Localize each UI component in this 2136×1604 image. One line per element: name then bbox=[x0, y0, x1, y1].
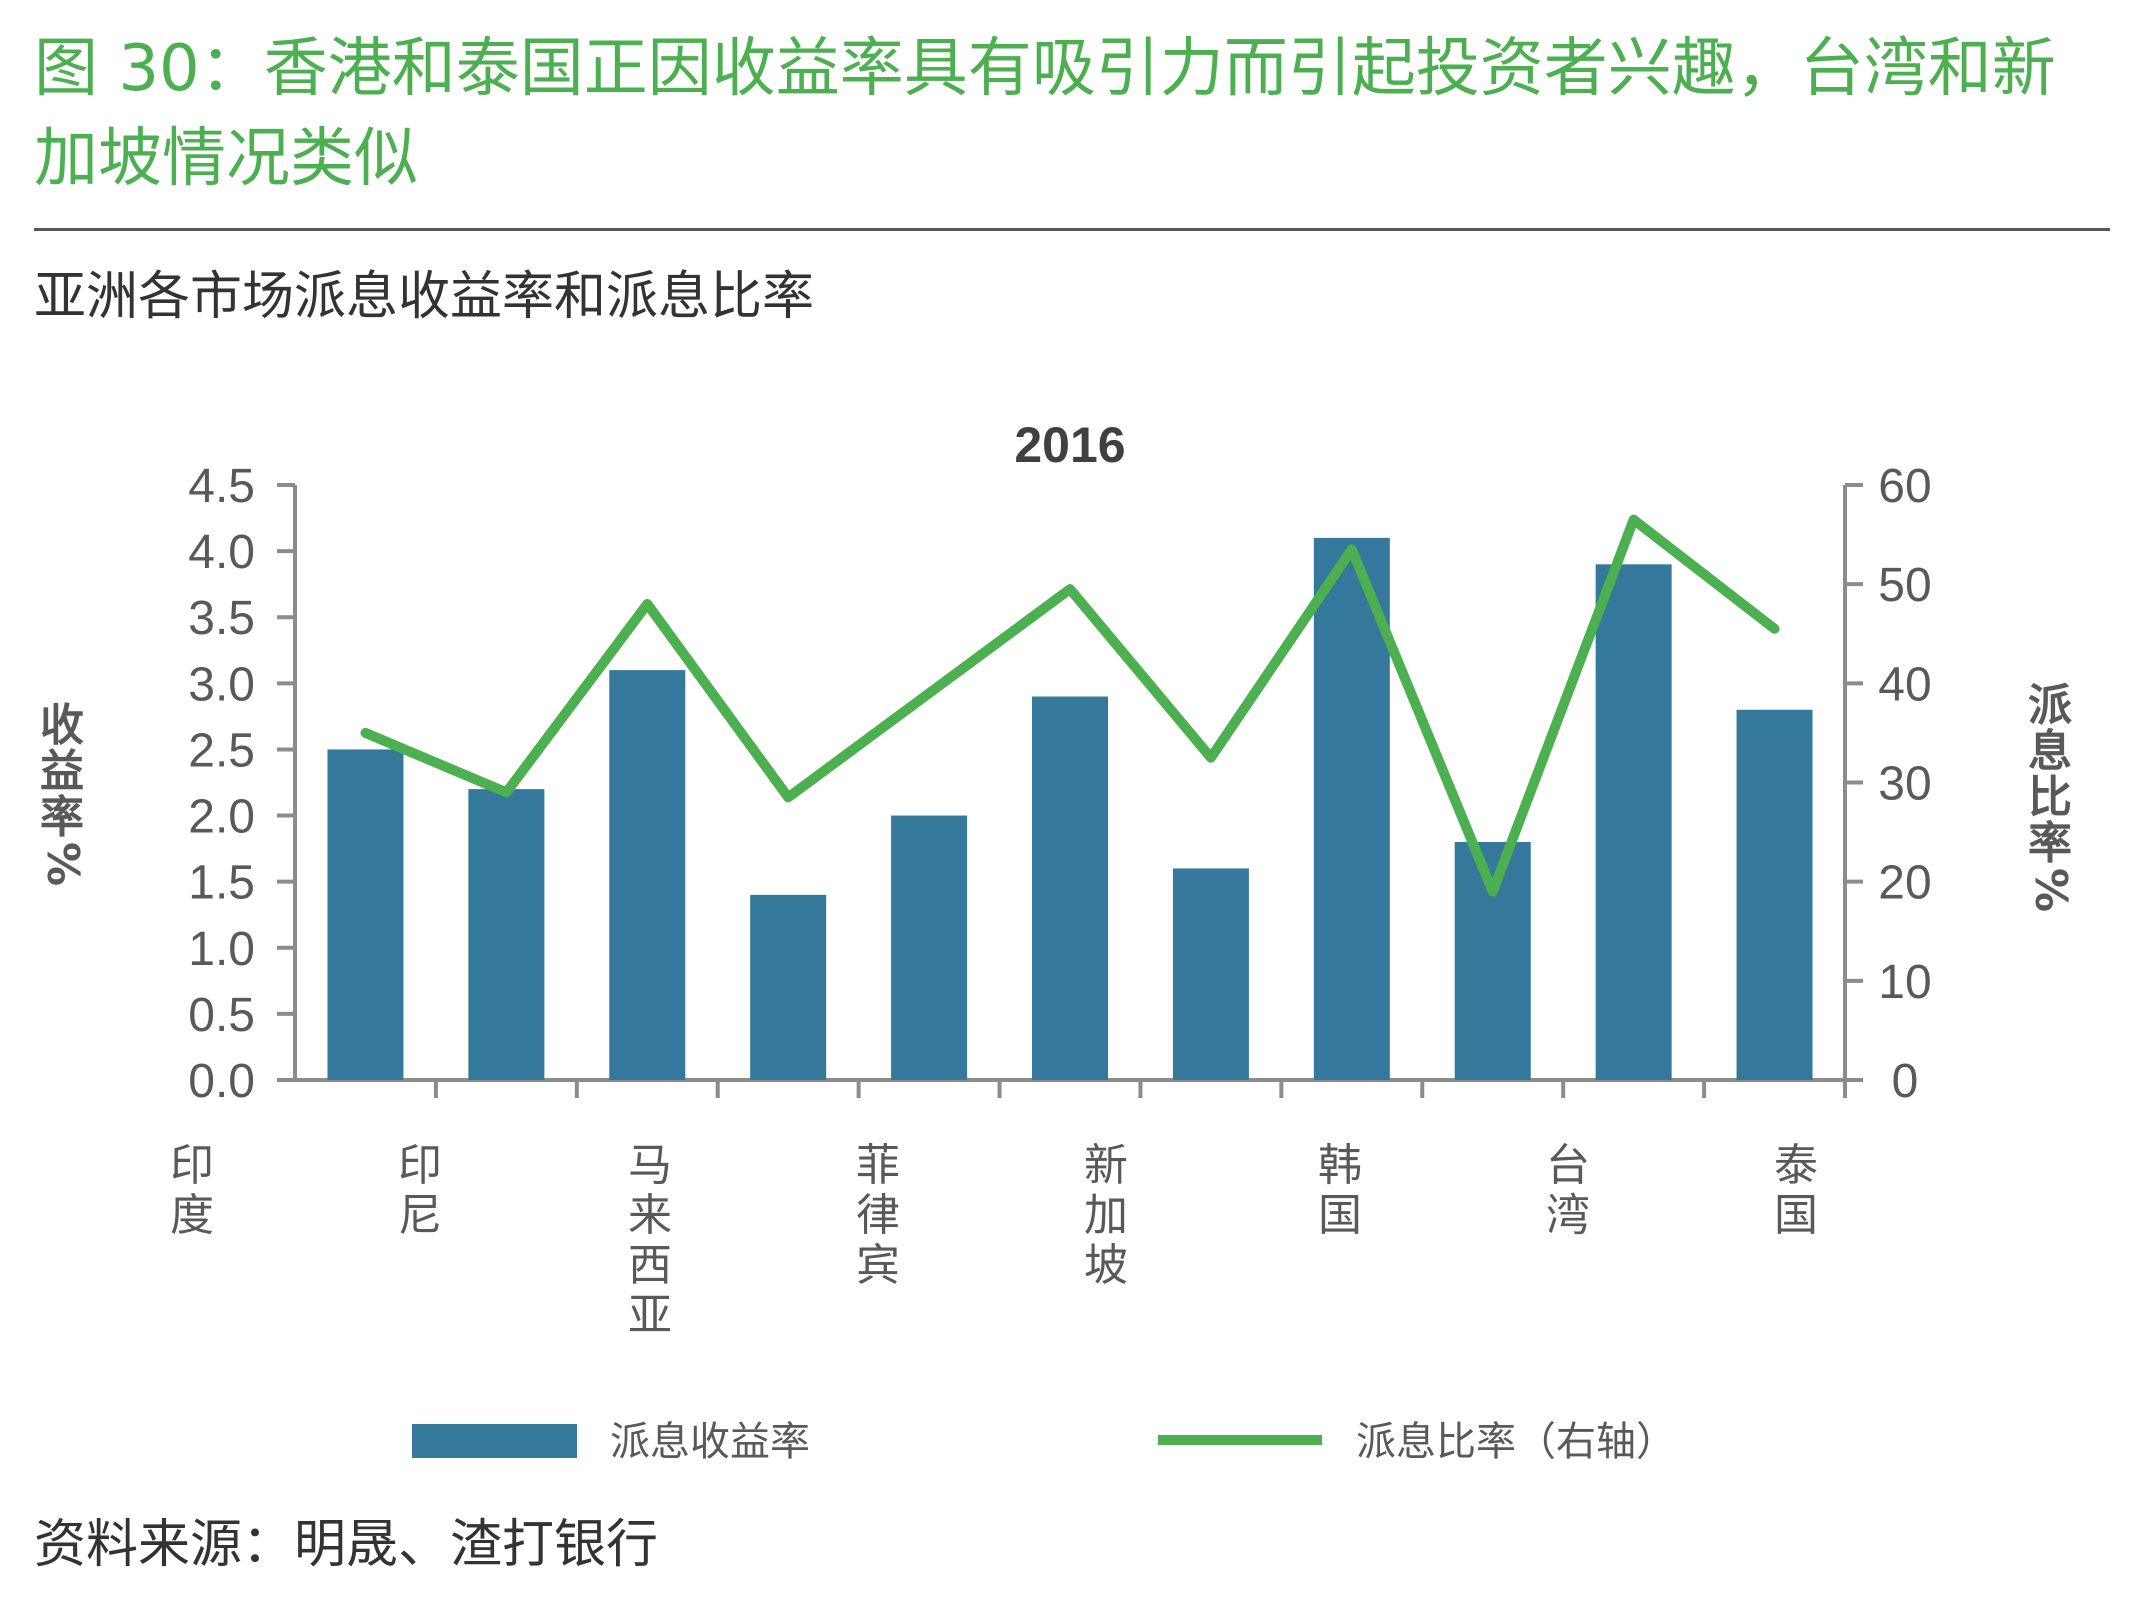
line-point-payout-ratio bbox=[1068, 587, 1072, 592]
line-series bbox=[360, 514, 1780, 897]
legend-bar-label: 派息收益率 bbox=[610, 1419, 810, 1465]
line-point-payout-ratio bbox=[1349, 547, 1354, 552]
chart-title: 2016 bbox=[1014, 417, 1125, 473]
left-axis-title-char: 益 bbox=[40, 746, 84, 797]
right-axis-title-char: % bbox=[2025, 868, 2076, 912]
right-tick-label: 20 bbox=[1878, 857, 1931, 910]
right-axis-title-char: 息 bbox=[2028, 726, 2072, 777]
bar-dividend-yield bbox=[609, 670, 686, 1080]
bar-dividend-yield bbox=[1032, 696, 1108, 1080]
bar-dividend-yield bbox=[468, 789, 545, 1080]
left-tick-label: 3.0 bbox=[188, 658, 255, 711]
source-note: 资料来源：明晟、渣打银行 bbox=[34, 1515, 659, 1575]
category-label: 新加坡 bbox=[1084, 1140, 1128, 1291]
left-tick-label: 0.0 bbox=[188, 1055, 255, 1108]
bar-series bbox=[327, 537, 1813, 1080]
bar-dividend-yield bbox=[1313, 537, 1390, 1080]
right-tick-label: 0 bbox=[1892, 1055, 1919, 1108]
chart-subtitle: 亚洲各市场派息收益率和派息比率 bbox=[34, 267, 815, 327]
right-tick-label: 40 bbox=[1878, 658, 1931, 711]
left-axis-title-char: 率 bbox=[40, 792, 84, 843]
line-point-payout-ratio bbox=[927, 691, 932, 696]
left-tick-label: 0.5 bbox=[188, 989, 255, 1042]
left-tick-label: 1.0 bbox=[188, 923, 255, 976]
line-point-payout-ratio bbox=[786, 795, 791, 800]
line-point-payout-ratio bbox=[1772, 626, 1777, 631]
category-label: 印度 bbox=[170, 1140, 214, 1241]
right-tick-label: 60 bbox=[1878, 460, 1931, 513]
right-tick-label: 50 bbox=[1878, 559, 1931, 612]
left-axis-title-char: % bbox=[37, 842, 88, 886]
figure-title: 图 30：香港和泰国正因收益率具有吸引力而引起投资者兴趣，台湾和新加坡情况类似 bbox=[34, 32, 2056, 196]
category-label: 泰国 bbox=[1774, 1140, 1818, 1241]
line-point-payout-ratio bbox=[1208, 755, 1213, 760]
right-axis-title-char: 派 bbox=[2028, 680, 2072, 731]
left-tick-label: 1.5 bbox=[188, 857, 255, 910]
title-divider bbox=[34, 228, 2110, 231]
chart-legend: 派息收益率 派息比率（右轴） bbox=[412, 1419, 1676, 1465]
bar-dividend-yield bbox=[1172, 868, 1249, 1080]
bar-dividend-yield bbox=[1736, 709, 1813, 1080]
left-tick-label: 4.0 bbox=[188, 526, 255, 579]
left-axis-title-char: 收 bbox=[40, 700, 84, 751]
legend-line-label: 派息比率（右轴） bbox=[1356, 1419, 1676, 1465]
chart-axes: 0.0 0.5 1.0 1.5 2.0 2.5 3.0 3.5 4.0 4.5 0 10 20 30 40 5… bbox=[37, 460, 2076, 1108]
right-tick-label: 10 bbox=[1878, 956, 1931, 1009]
right-tick-label: 30 bbox=[1878, 758, 1931, 811]
legend-bar-swatch bbox=[412, 1424, 577, 1458]
category-label: 台湾 bbox=[1546, 1140, 1590, 1241]
left-tick-label: 4.5 bbox=[188, 460, 255, 513]
right-axis-title-char: 比 bbox=[2028, 772, 2072, 823]
bar-dividend-yield bbox=[1595, 564, 1672, 1080]
category-label: 菲律宾 bbox=[856, 1140, 900, 1291]
category-labels: 印度 印尼 马来西亚 菲律宾 新加坡 韩国 台湾 泰国 bbox=[170, 1140, 1818, 1341]
bar-dividend-yield bbox=[327, 749, 404, 1080]
bar-dividend-yield bbox=[750, 894, 827, 1080]
line-point-payout-ratio bbox=[1631, 517, 1636, 522]
category-label: 印尼 bbox=[398, 1140, 442, 1241]
left-tick-label: 2.0 bbox=[188, 791, 255, 844]
line-point-payout-ratio bbox=[1490, 889, 1495, 894]
line-point-payout-ratio bbox=[363, 730, 368, 735]
right-axis-title-char: 率 bbox=[2028, 818, 2072, 869]
line-point-payout-ratio bbox=[645, 602, 650, 606]
category-label: 马来西亚 bbox=[628, 1140, 672, 1341]
line-point-payout-ratio bbox=[504, 790, 509, 795]
left-tick-label: 2.5 bbox=[188, 724, 255, 777]
left-tick-label: 3.5 bbox=[188, 592, 255, 645]
bar-dividend-yield bbox=[891, 815, 968, 1080]
category-label: 韩国 bbox=[1318, 1140, 1362, 1241]
